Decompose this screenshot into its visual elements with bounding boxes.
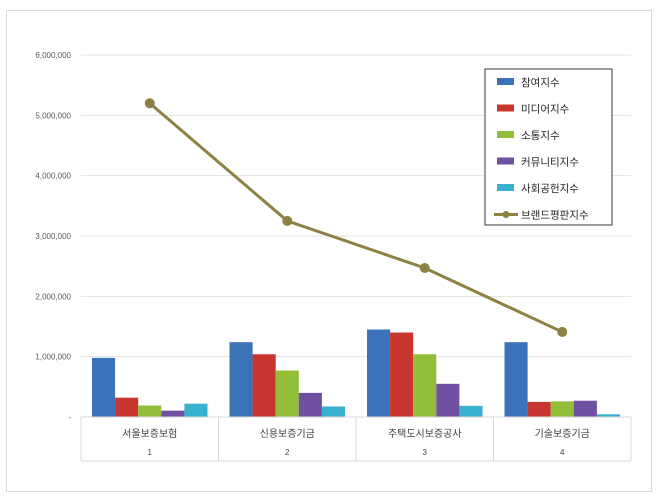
legend-label-1: 참여지수: [521, 77, 560, 89]
legend-swatch-2: [497, 104, 514, 112]
bar-5-4: [596, 414, 620, 417]
x-category-index-label: 4: [560, 448, 565, 457]
legend-swatch-4: [497, 157, 514, 165]
legend-label-6: 브랜드평판지수: [521, 210, 589, 222]
bar-5-2: [321, 406, 345, 417]
line-point-2: [282, 215, 293, 226]
legend-label-4: 커뮤니티지수: [521, 157, 579, 169]
bar-3-4: [550, 401, 574, 417]
y-tick-label: 2,000,000: [35, 292, 71, 301]
chart-svg: - 1,000,000 2,000,000 3,000,000 4,000,000 5,0…: [35, 51, 632, 462]
bar-3-2: [275, 370, 299, 417]
legend-marker: [502, 211, 510, 218]
bar-1-1: [92, 357, 116, 417]
x-category-label: 신용보증기금: [260, 428, 315, 440]
legend-box: [484, 68, 613, 226]
bar-5-1: [184, 403, 208, 417]
bar-2-2: [252, 354, 276, 417]
line-series-path: [148, 102, 563, 334]
bar-2-4: [527, 401, 551, 417]
legend-swatch-5: [497, 184, 514, 191]
y-tick-label: 6,000,000: [35, 51, 71, 60]
y-tick-label: 3,000,000: [35, 232, 71, 241]
bar-4-4: [573, 400, 597, 417]
y-tick-label: 1,000,000: [35, 353, 71, 362]
x-category-index-label: 3: [423, 448, 428, 457]
gridlines: [81, 54, 631, 358]
bar-5-3: [459, 405, 483, 417]
x-category-label: 주택도시보증공사: [388, 428, 462, 440]
x-category-label: 기술보증기금: [535, 428, 590, 440]
y-tick-label: 5,000,000: [35, 111, 71, 120]
line-point-1: [144, 98, 155, 109]
bar-4-1: [161, 410, 185, 417]
x-axis: 서울보증보험 1 신용보증기금 2 주택도시보증공사 3 기술보증기금 4: [80, 416, 632, 462]
bar-2-3: [390, 332, 414, 417]
bar-3-1: [138, 405, 162, 417]
y-tick-label: -: [68, 413, 71, 422]
bar-2-1: [115, 397, 139, 417]
bar-1-3: [367, 329, 391, 417]
bars: [92, 329, 620, 417]
bar-1-4: [504, 342, 528, 417]
y-axis-tick-labels: - 1,000,000 2,000,000 3,000,000 4,000,000 5,0…: [35, 51, 71, 422]
bar-1-2: [229, 342, 253, 417]
line-point-3: [419, 262, 430, 273]
bar-4-3: [436, 383, 460, 417]
x-category-label: 서울보증보험: [122, 428, 177, 440]
legend-swatch-3: [497, 131, 514, 138]
x-category-index-label: 1: [148, 448, 153, 457]
bar-4-2: [298, 392, 322, 417]
chart-frame: - 1,000,000 2,000,000 3,000,000 4,000,000 5,0…: [6, 10, 652, 492]
legend-swatch-1: [497, 78, 514, 85]
line-point-4: [557, 326, 568, 337]
y-tick-label: 4,000,000: [35, 172, 71, 181]
legend-label-3: 소통지수: [521, 130, 560, 142]
legend-label-2: 미디어지수: [521, 104, 570, 116]
legend-label-5: 사회공헌지수: [521, 183, 579, 195]
line-series: [144, 98, 568, 337]
bar-3-3: [413, 354, 437, 417]
x-category-index-label: 2: [285, 448, 290, 457]
